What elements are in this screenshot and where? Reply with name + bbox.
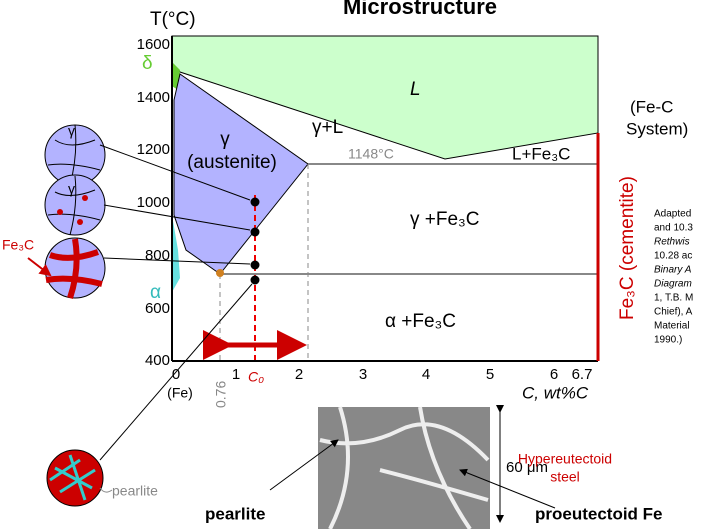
region-label: α +Fe₃C (385, 311, 456, 332)
grain-label: γ (68, 123, 75, 139)
slide: Microstructure T(°C) 1600 1400 1200 1000… (0, 0, 708, 529)
y-tick: 1400 (137, 89, 170, 106)
x-tick: 6 (550, 366, 558, 383)
source: Rethwis (654, 237, 690, 248)
x-tick: 0 (172, 366, 180, 383)
grain-label: γ (68, 181, 75, 197)
source: Binary A (654, 265, 692, 276)
y-tick: 1600 (137, 36, 170, 53)
region-label: δ (142, 53, 153, 74)
y-tick: 1000 (137, 194, 170, 211)
micro-label: steel (550, 469, 580, 485)
region-label: γ +Fe₃C (410, 209, 480, 230)
source: Adapted (654, 209, 691, 220)
region-label: (austenite) (187, 152, 277, 173)
x-tick: 2 (295, 366, 303, 383)
source: and 10.3 (654, 223, 693, 234)
micro-label: Fe₃C (2, 237, 34, 253)
source: 1, T.B. M (654, 293, 693, 304)
region-label: γ+L (312, 117, 343, 138)
source: Material (654, 321, 690, 332)
x-tick: 4 (422, 366, 430, 383)
y-tick: 1200 (137, 141, 170, 158)
source: 1990.) (654, 335, 682, 346)
annotation: 1148°C (348, 146, 394, 162)
region-label: γ (220, 129, 230, 150)
region-label: α (150, 282, 161, 303)
micro-label: proeutectoid Fe (535, 504, 663, 523)
origin-note: (Fe) (167, 385, 193, 401)
micro-label: pearlite (205, 504, 265, 523)
title: Microstructure (343, 0, 497, 19)
source: 10.28 ac (654, 251, 692, 262)
micro-label: pearlite (112, 483, 158, 499)
micro-label: Hypereutectoid (518, 451, 612, 467)
annotation: System) (626, 119, 688, 138)
y-tick: 800 (145, 247, 170, 264)
y-label: T(°C) (150, 9, 196, 30)
x-tick: 6.7 (572, 366, 593, 383)
annotation: (Fe-C (630, 97, 673, 116)
y-tick: 400 (145, 352, 170, 369)
x-tick: 3 (359, 366, 367, 383)
x-tick: 5 (486, 366, 494, 383)
region-label: L+Fe₃C (512, 144, 570, 163)
x-tick: 1 (232, 366, 240, 383)
x-label: C, wt%C (522, 383, 589, 402)
annotation: Fe₃C (cementite) (617, 176, 638, 320)
annotation: C₀ (248, 369, 264, 385)
annotation: 0.76 (213, 381, 229, 408)
region-label: L (410, 79, 421, 100)
source: Diagram (654, 279, 692, 290)
source: Chief), A (654, 307, 693, 318)
